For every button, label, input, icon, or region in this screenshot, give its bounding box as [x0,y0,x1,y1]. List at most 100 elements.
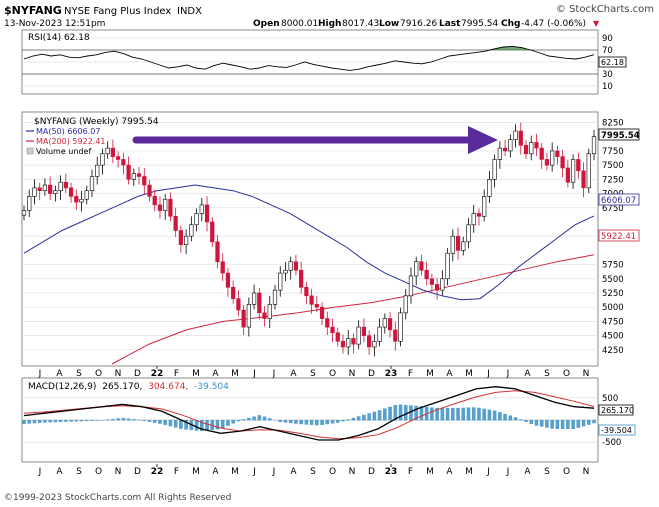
x-axis-month-label: M [192,467,200,477]
price-legend-symbol: $NYFANG (Weekly) 7995.54 [34,117,159,127]
candle-body [246,304,251,328]
candle-body [351,338,356,345]
rsi-value-tag-text: 62.18 [601,58,624,67]
candle-body [210,221,215,243]
macd-histogram-bar [283,420,288,423]
macd-value-tag-text: 265.170 [601,406,634,415]
last-label: Last [439,19,461,29]
macd-histogram-bar [315,420,319,426]
low-value: 7916.26 [400,19,437,29]
macd-histogram-bar [377,410,382,421]
macd-histogram-bar [247,417,251,421]
candle-body [63,181,68,189]
macd-line [23,386,595,441]
candle-body [492,159,497,180]
candle-body [534,142,539,149]
x-axis-month-label: F [174,369,179,379]
last-price-tag-text: 7995.54 [601,131,640,141]
macd-histogram-bar [90,420,94,421]
macd-histogram-bar [335,420,340,423]
macd-histogram-bar [545,420,549,428]
candle-body [178,230,183,245]
resistance-arrow [132,126,498,154]
candle-body [482,196,487,217]
macd-histogram-bar [231,420,235,424]
volume-legend: Volume undef [36,147,91,156]
candle-body [204,204,210,223]
macd-histogram-bar [330,420,335,424]
chart-header: $NYFANG NYSE Fang Plus Index INDX © Stoc… [4,4,654,29]
candle-body [550,150,555,166]
macd-histogram-bar [383,408,387,421]
x-axis-month-label: S [310,467,316,477]
symbol-title: $NYFANG [4,4,62,17]
candle-body [68,187,74,197]
macd-histogram-bar [262,416,267,421]
copyright-footer: ©1999-2023 StockCharts.com All Rights Re… [4,493,231,503]
x-axis-month-label: O [563,467,570,477]
macd-histogram-bar [205,420,209,431]
chg-value: -4.47 (-0.06%) [521,19,586,29]
macd-legend-macd: 265.170, [102,382,142,392]
x-axis-month-label: A [524,369,531,379]
candle-body [293,261,299,271]
candle-body [356,326,361,345]
macd-histogram-bar [252,416,256,421]
candle-body [367,335,372,348]
price-tick-label: 4250 [602,346,624,356]
candle-body [450,235,455,254]
open-label: Open [253,19,280,29]
macd-histogram-bar [304,420,309,425]
x-axis-month-label: D [368,467,375,477]
candle-body [445,252,450,280]
candle-body [382,318,387,328]
macd-histogram-bar [299,420,303,425]
macd-histogram-bar [58,420,63,423]
candle-body [121,159,126,166]
x-axis-month-label: O [329,467,336,477]
macd-histogram-bar [184,420,188,430]
x-axis-month-label: D [134,369,141,379]
hist-value-tag [598,424,636,436]
macd-histogram-bar [508,415,513,421]
candle-body [89,176,95,192]
price-x-axis: J A S O N D 22 F M A M J J A S O N D 23 F M A M J J A S O N [38,366,589,379]
x-axis-month-label: A [446,369,453,379]
x-axis-month-label: O [329,369,336,379]
candle-body [523,144,529,155]
x-axis-month-label: A [524,467,531,477]
candle-body [466,224,471,243]
candle-body [518,130,523,146]
macd-histogram-bar [84,420,89,422]
price-tick-label: 5500 [602,275,624,285]
macd-histogram-bar [550,420,554,429]
candle-body [576,159,581,172]
candle-body [408,275,414,297]
open-value: 8000.01 [281,19,318,29]
candle-body [340,340,346,348]
macd-histogram-bar [498,412,502,421]
macd-histogram-bar [116,418,120,421]
candle-body [257,292,262,314]
candle-body [189,224,194,237]
candle-body [471,213,476,226]
price-tick-label: 6750 [602,204,624,214]
price-tick-label: 5250 [602,289,624,299]
candle-body [487,179,492,197]
x-axis-month-label: O [95,369,102,379]
candle-body [236,298,241,311]
macd-histogram-bar [471,407,476,421]
macd-histogram-bar [482,408,486,421]
x-axis-month-label: N [583,467,590,477]
x-axis-month-label: N [115,369,122,379]
x-axis-month-label: M [426,467,434,477]
macd-histogram-bar [325,420,330,425]
candle-body [440,278,445,291]
macd-histogram-bar [586,420,591,425]
candle-body [278,272,283,291]
candle-body [304,286,309,297]
macd-histogram-bar [79,420,84,422]
macd-histogram-bar [419,406,424,421]
macd-histogram-bar [524,420,528,422]
